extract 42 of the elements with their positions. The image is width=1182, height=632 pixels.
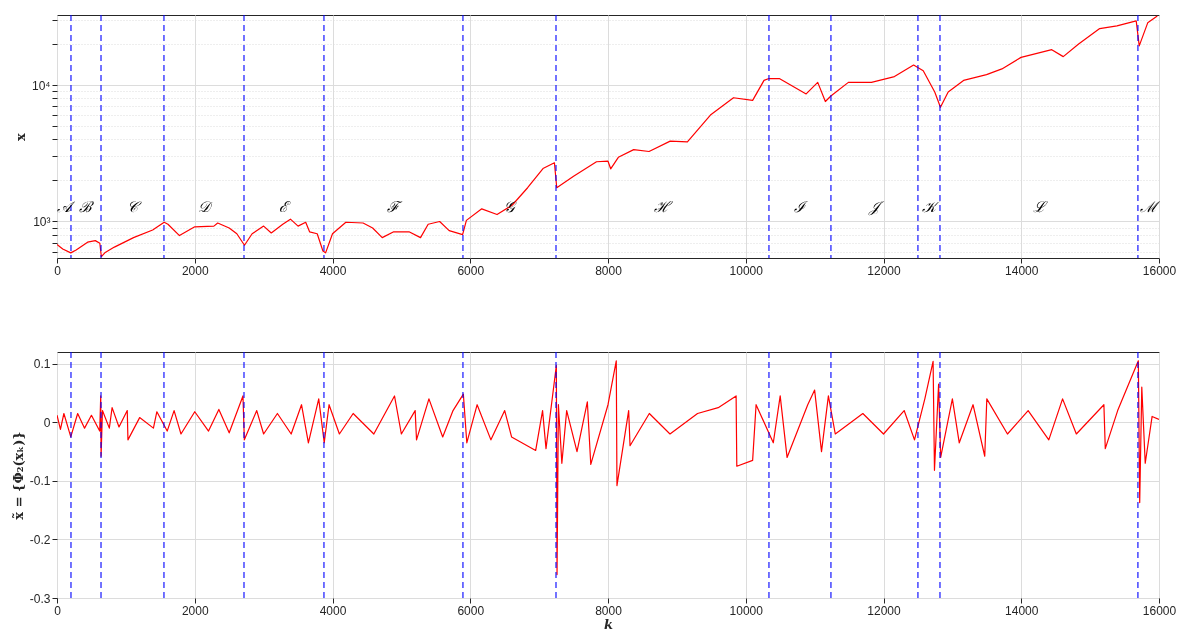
x-tick-label: 16000 bbox=[1142, 263, 1177, 278]
annotation: 𝒦 bbox=[921, 198, 941, 216]
annotation: 𝒞 bbox=[126, 198, 142, 216]
x-tick-label: 16000 bbox=[1142, 603, 1177, 618]
annotation: ℐ bbox=[794, 198, 810, 216]
x-tick-label: 0 bbox=[54, 263, 62, 278]
annotation: ℳ bbox=[1139, 198, 1160, 216]
x-axis-title: k bbox=[603, 616, 614, 632]
y-tick-label: -0.1 bbox=[29, 474, 51, 489]
x-tick-label: 0 bbox=[54, 603, 62, 618]
annotation: 𝒥 bbox=[868, 198, 886, 216]
line-series bbox=[57, 15, 1158, 258]
line-series bbox=[57, 360, 1159, 576]
y-tick-label: 10³ bbox=[33, 214, 51, 229]
annotation: 𝒜 bbox=[56, 198, 76, 216]
y-tick-label: 10⁴ bbox=[31, 78, 51, 93]
x-tick-label: 10000 bbox=[729, 603, 764, 618]
annotation: ℬ bbox=[79, 198, 95, 216]
y-tick-label: 0 bbox=[43, 415, 51, 430]
x-tick-label: 8000 bbox=[595, 603, 623, 618]
annotation: 𝒟 bbox=[197, 198, 213, 216]
x-tick-label: 6000 bbox=[457, 603, 485, 618]
y-tick-label: -0.3 bbox=[29, 591, 51, 606]
x-tick-label: 8000 bbox=[595, 263, 623, 278]
x-tick-label: 12000 bbox=[867, 603, 902, 618]
y-tick-label: 0.1 bbox=[33, 357, 51, 372]
annotation: ℋ bbox=[654, 198, 674, 216]
y-tick-label: -0.2 bbox=[29, 532, 51, 547]
x-tick-label: 4000 bbox=[319, 603, 347, 618]
x-tick-label: 2000 bbox=[181, 263, 209, 278]
x-tick-label: 6000 bbox=[457, 263, 485, 278]
x-tick-label: 14000 bbox=[1005, 263, 1039, 278]
x-tick-label: 4000 bbox=[319, 263, 347, 278]
y-axis-title: x bbox=[13, 132, 28, 141]
x-tick-label: 14000 bbox=[1005, 603, 1039, 618]
annotation: ℰ bbox=[279, 198, 292, 216]
annotation: ℒ bbox=[1032, 198, 1048, 216]
x-tick-label: 12000 bbox=[867, 263, 902, 278]
x-tick-label: 10000 bbox=[729, 263, 764, 278]
x-tick-label: 2000 bbox=[181, 603, 209, 618]
y-axis-title: x̃ = {Φ₂(xₖ)} bbox=[10, 431, 26, 520]
annotation: ℱ bbox=[387, 198, 404, 216]
